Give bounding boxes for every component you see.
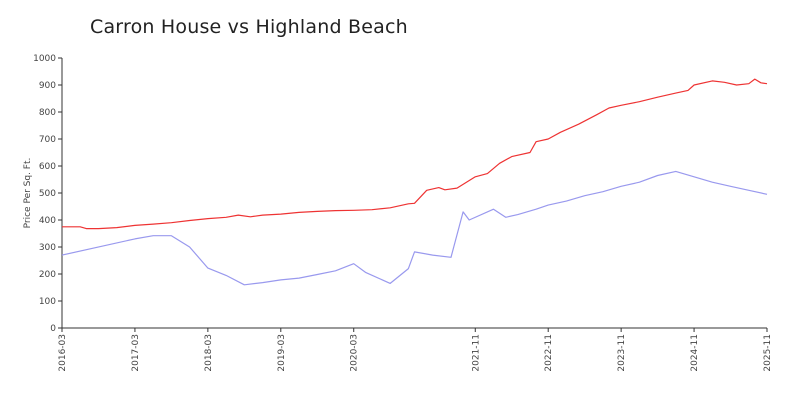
- x-tick-label: 2020-03: [350, 334, 360, 372]
- x-tick-label: 2022-11: [544, 334, 554, 372]
- series-line-2: [61, 170, 768, 286]
- y-tick-label: 0: [50, 324, 56, 334]
- y-tick-label: 900: [39, 81, 56, 91]
- x-tick-label: 2025-11: [763, 334, 773, 372]
- y-tick-label: 700: [39, 135, 56, 145]
- series-line-1: [62, 78, 768, 230]
- y-tick-label: 100: [39, 297, 56, 307]
- x-tick-label: 2024-11: [690, 334, 700, 372]
- x-tick-label: 2021-11: [471, 334, 481, 372]
- x-tick-label: 2019-03: [277, 334, 287, 372]
- y-tick-label: 300: [39, 243, 56, 253]
- x-tick-label: 2017-03: [131, 334, 141, 372]
- y-tick-label: 1000: [33, 54, 56, 64]
- y-tick-label: 400: [39, 216, 56, 226]
- y-axis-label: Price Per Sq. Ft.: [23, 158, 33, 229]
- y-tick-label: 600: [39, 162, 56, 172]
- x-tick-label: 2018-03: [204, 334, 214, 372]
- chart-title: Carron House vs Highland Beach: [90, 16, 408, 38]
- x-tick-label: 2023-11: [617, 334, 627, 372]
- y-tick-label: 500: [39, 189, 56, 199]
- y-tick-label: 200: [39, 270, 56, 280]
- y-tick-label: 800: [39, 108, 56, 118]
- x-tick-label: 2016-03: [58, 334, 68, 372]
